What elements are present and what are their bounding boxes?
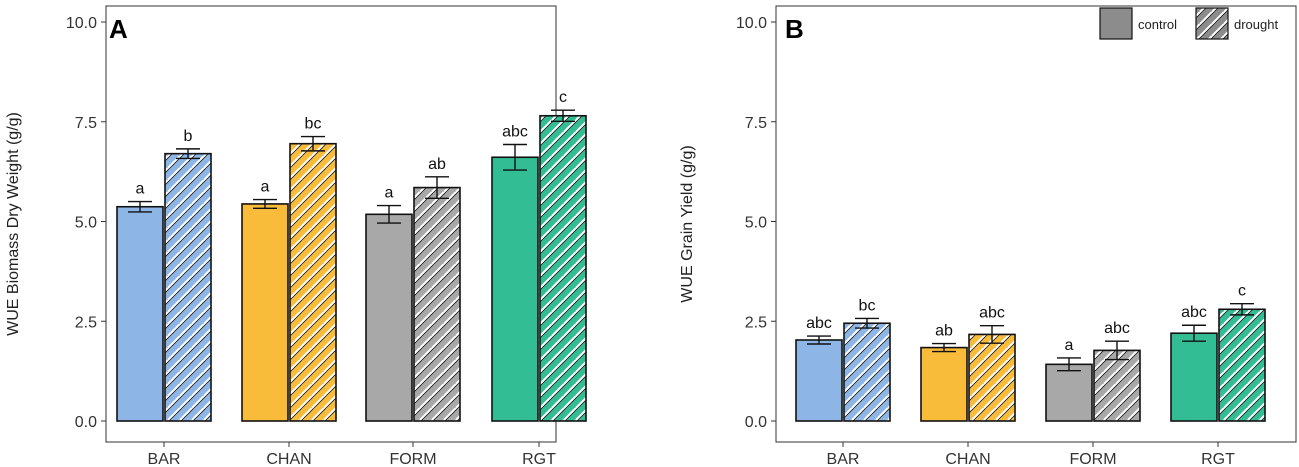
significance-letter: abc (1104, 320, 1130, 337)
significance-letter: a (1065, 337, 1074, 354)
y-tick-label: 0.0 (745, 414, 767, 431)
x-tick-label: FORM (389, 451, 436, 467)
bar-form-drought (413, 186, 461, 422)
x-tick-label: FORM (1069, 451, 1116, 467)
legend: control drought (1099, 7, 1278, 40)
x-tick-label: BAR (827, 451, 860, 467)
y-tick-label: 2.5 (745, 314, 767, 331)
y-tick-label: 2.5 (75, 314, 97, 331)
legend-label-drought: drought (1234, 17, 1278, 32)
bar-rgt-control (1170, 332, 1218, 422)
y-tick-label: 7.5 (745, 115, 767, 132)
panel-label: A (109, 14, 128, 44)
significance-letter: abc (979, 305, 1005, 322)
x-tick-label: CHAN (266, 451, 311, 467)
bar-form-control (365, 213, 413, 422)
bar-bar-control (795, 339, 843, 422)
significance-letter: abc (502, 123, 528, 140)
x-tick-label: CHAN (945, 451, 990, 467)
significance-letter: c (1238, 283, 1246, 300)
y-tick-label: 5.0 (745, 215, 767, 232)
significance-letter: c (559, 89, 567, 106)
panel-a: 0.0 2.5 5.0 7.5 10.0 WUE Biomass Dry Weight (… (5, 5, 587, 467)
significance-letter: bc (859, 297, 876, 314)
x-tick-label: BAR (148, 451, 181, 467)
bar-bar-drought (164, 152, 212, 422)
legend-label-control: control (1138, 17, 1177, 32)
y-axis-label: WUE Grain Yield (g/g) (679, 145, 696, 302)
y-tick-label: 10.0 (736, 15, 767, 32)
significance-letter: b (184, 128, 193, 145)
x-tick-label: RGT (1201, 451, 1235, 467)
bar-rgt-control (491, 156, 539, 422)
y-tick-label: 5.0 (75, 215, 97, 232)
legend-swatch-control (1099, 7, 1133, 40)
bar-form-drought (1093, 349, 1141, 422)
legend-swatch-drought (1195, 7, 1229, 40)
significance-letter: bc (305, 116, 322, 133)
y-tick-label: 10.0 (66, 15, 97, 32)
significance-letter: abc (1181, 304, 1207, 321)
significance-letter: a (385, 185, 394, 202)
significance-letter: a (136, 181, 145, 198)
significance-letter: a (261, 179, 270, 196)
bar-bar-control (116, 205, 164, 422)
significance-letter: ab (428, 156, 446, 173)
bar-chan-drought (289, 142, 337, 422)
bar-chan-control (920, 346, 968, 422)
y-tick-label: 0.0 (75, 414, 97, 431)
x-tick-label: RGT (522, 451, 556, 467)
bar-form-control (1045, 363, 1093, 422)
significance-letter: ab (935, 323, 953, 340)
bar-rgt-drought (1218, 308, 1266, 422)
y-axis-label: WUE Biomass Dry Weight (g/g) (5, 112, 22, 336)
bar-bar-drought (843, 322, 891, 422)
y-tick-label: 7.5 (75, 115, 97, 132)
bar-chan-drought (968, 333, 1016, 422)
significance-letter: abc (806, 315, 832, 332)
bar-rgt-drought (539, 114, 587, 422)
panel-label: B (785, 14, 804, 44)
bar-chan-control (241, 203, 289, 422)
